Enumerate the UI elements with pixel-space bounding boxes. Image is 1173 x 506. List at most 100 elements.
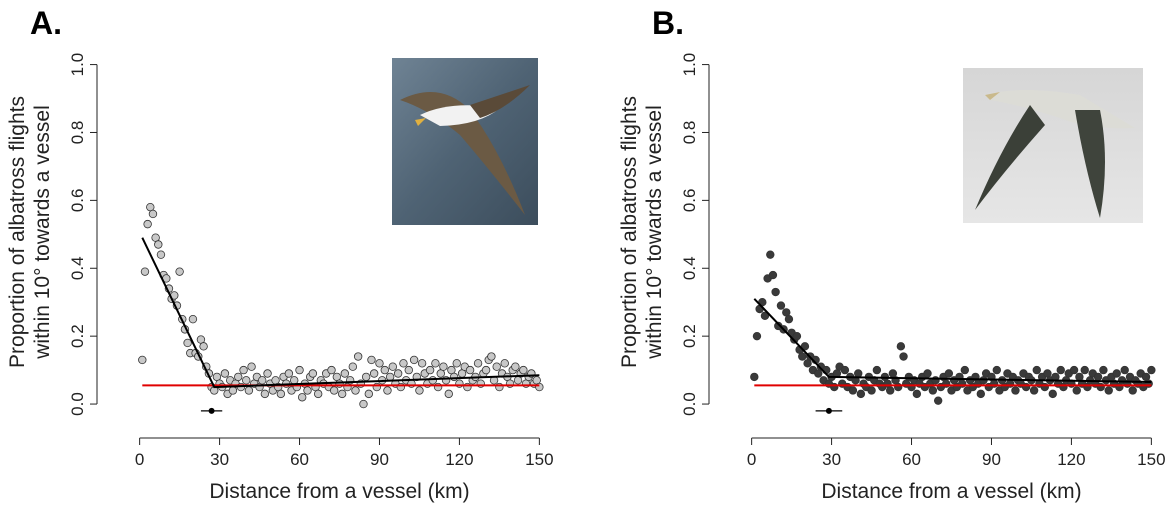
- data-point: [276, 389, 286, 399]
- data-point: [487, 352, 496, 361]
- data-point: [415, 386, 424, 395]
- data-point: [944, 369, 954, 378]
- data-point: [260, 389, 270, 399]
- data-point: [367, 355, 376, 365]
- data-point: [199, 342, 208, 351]
- panel-label: A.: [30, 5, 62, 41]
- data-point: [242, 376, 251, 385]
- fit-line: [141, 237, 540, 389]
- data-point: [933, 396, 943, 405]
- data-point: [1080, 365, 1089, 375]
- data-point: [1099, 365, 1108, 375]
- data-point: [896, 342, 906, 351]
- data-point: [752, 331, 762, 341]
- y-axis-label: Proportion of albatross flights: [6, 96, 29, 368]
- data-point: [1011, 386, 1020, 395]
- data-point: [1128, 386, 1137, 395]
- y-tick-label: 1.0: [680, 53, 699, 77]
- data-point: [404, 365, 413, 375]
- data-point: [776, 301, 786, 310]
- data-point: [340, 369, 350, 378]
- data-point: [928, 386, 938, 395]
- y-tick-label: 0.0: [68, 392, 87, 416]
- data-point: [431, 359, 440, 368]
- breakpoint: [825, 407, 832, 414]
- y-tick-label: 0.2: [680, 324, 699, 348]
- data-point: [840, 365, 850, 375]
- plot: 0.0 0.2 0.4 0.6 0.8 1.0 0 30 60 90 120 150 Distance …: [618, 53, 1166, 503]
- data-point: [239, 365, 248, 375]
- photo-inset: [392, 58, 538, 225]
- y-tick-label: 0.2: [68, 324, 87, 348]
- x-tick-label: 120: [445, 450, 473, 469]
- data-point: [297, 393, 307, 402]
- data-point: [295, 365, 304, 375]
- data-point: [899, 352, 908, 361]
- data-point: [428, 376, 437, 385]
- data-point: [409, 355, 419, 365]
- x-tick-label: 30: [822, 450, 841, 469]
- data-point: [351, 386, 360, 395]
- data-point: [784, 314, 794, 324]
- data-point: [364, 389, 374, 399]
- data-point: [923, 369, 932, 378]
- x-tick-label: 30: [210, 450, 229, 469]
- data-point: [1112, 369, 1121, 378]
- data-point: [148, 209, 158, 219]
- data-point: [303, 386, 312, 395]
- x-tick-label: 60: [290, 450, 309, 469]
- data-point: [768, 270, 778, 280]
- data-point: [361, 372, 371, 382]
- data-point: [258, 376, 267, 385]
- x-tick-label: 90: [982, 450, 1001, 469]
- y-tick-label: 0.8: [68, 121, 87, 145]
- x-tick-label: 120: [1057, 450, 1085, 469]
- data-point: [481, 365, 491, 375]
- data-point: [856, 389, 866, 399]
- plot: 0.0 0.2 0.4 0.6 0.8 1.0 0 30 60 90 120 150 Distance …: [6, 53, 554, 503]
- data-point: [244, 386, 254, 395]
- data-point: [375, 359, 384, 368]
- data-point: [500, 359, 509, 368]
- data-point: [353, 352, 363, 361]
- breakpoint: [208, 407, 215, 414]
- y-tick-label: 0.0: [680, 392, 699, 416]
- data-point: [399, 359, 408, 368]
- data-point: [337, 389, 347, 399]
- data-point: [912, 389, 922, 399]
- data-point: [992, 365, 1002, 375]
- data-point: [750, 372, 759, 382]
- data-point: [140, 267, 150, 276]
- data-point: [1029, 386, 1039, 395]
- data-point: [1093, 372, 1103, 382]
- data-point: [383, 386, 392, 395]
- data-point: [393, 369, 403, 378]
- y-tick-label: 0.6: [680, 189, 699, 213]
- data-point: [511, 362, 520, 371]
- data-point: [473, 359, 483, 368]
- data-point: [449, 372, 459, 382]
- data-point: [359, 399, 368, 409]
- fit-line: [753, 298, 1152, 383]
- data-point: [1069, 365, 1079, 375]
- data-point: [348, 362, 358, 371]
- x-tick-label: 0: [747, 450, 756, 469]
- y-axis-label: within 10° towards a vessel: [643, 105, 666, 360]
- x-tick-label: 150: [525, 450, 553, 469]
- data-point: [452, 359, 461, 368]
- data-point: [792, 331, 802, 341]
- panel-label: B.: [652, 5, 684, 41]
- data-point: [247, 362, 256, 371]
- data-point: [313, 389, 323, 399]
- data-point: [519, 365, 528, 375]
- y-tick-label: 0.4: [680, 256, 699, 280]
- data-point: [848, 386, 858, 395]
- data-point: [439, 362, 448, 371]
- data-point: [1048, 389, 1057, 399]
- data-point: [444, 389, 453, 399]
- data-point: [771, 287, 780, 297]
- x-axis-label: Distance from a vessel (km): [821, 480, 1081, 503]
- photo-inset: [963, 68, 1143, 223]
- data-point: [143, 219, 152, 229]
